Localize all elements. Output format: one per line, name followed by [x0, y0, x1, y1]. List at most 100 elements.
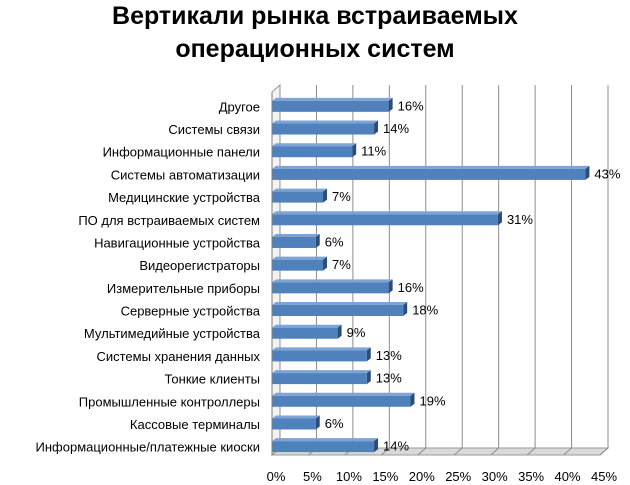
x-tick-label: 15% [372, 469, 398, 484]
bar-end [323, 188, 328, 203]
category-label: Серверные устройства [121, 304, 261, 319]
bar-end [315, 415, 320, 430]
x-tick-label: 40% [555, 469, 581, 484]
bar [272, 236, 316, 248]
category-label: Информационные панели [103, 145, 260, 160]
bar-top [272, 279, 393, 283]
bar-top [272, 211, 502, 215]
bar-end [337, 324, 342, 339]
bar [272, 146, 353, 158]
bar [272, 441, 375, 453]
floor-gridline-20 [417, 447, 427, 456]
category-label: Информационные/платежные киоски [36, 440, 260, 455]
floor-gridline-15 [381, 447, 390, 456]
bar [272, 259, 324, 271]
bar-end [497, 211, 502, 226]
floor-gridline-30 [490, 447, 499, 456]
bar-top [272, 256, 328, 260]
x-tick-label: 35% [518, 469, 544, 484]
floor-gridline-45 [599, 447, 609, 456]
category-label: Навигационные устройства [94, 235, 261, 250]
category-label: Мультимедийные устройства [84, 326, 261, 341]
category-label: Системы автоматизации [111, 167, 260, 182]
bar [272, 191, 324, 203]
bar [272, 350, 367, 362]
chart-title: Вертикали рынка встраиваемых операционны… [0, 0, 630, 66]
category-label: Измерительные приборы [107, 281, 260, 296]
bar-end [323, 256, 328, 271]
category-label: ПО для встраиваемых систем [78, 213, 260, 228]
category-label: Промышленные контроллеры [79, 394, 260, 409]
bar-top [272, 347, 371, 351]
bar-end [410, 392, 415, 407]
bar-top [272, 438, 379, 442]
bar-end [388, 97, 393, 112]
bar-top [272, 165, 590, 169]
bar-top [272, 143, 357, 147]
category-label: Видеорегистраторы [139, 258, 260, 273]
category-label: Медицинские устройства [108, 190, 261, 205]
category-label: Другое [219, 99, 260, 114]
x-tick-label: 0% [267, 469, 286, 484]
bar [272, 305, 404, 317]
category-label: Кассовые терминалы [130, 417, 260, 432]
bar-end [585, 165, 590, 180]
bar-top [272, 324, 342, 328]
x-tick-label: 20% [409, 469, 435, 484]
bar-top [272, 370, 371, 374]
bar [272, 395, 411, 407]
bar-top [272, 120, 379, 124]
data-label: 7% [332, 257, 351, 272]
x-tick-label: 5% [303, 469, 322, 484]
bar [272, 282, 389, 294]
data-label: 11% [361, 144, 386, 159]
data-label: 13% [376, 348, 402, 363]
bar [272, 123, 375, 135]
chart-title-line-2: операционных систем [175, 35, 455, 63]
bar [272, 100, 389, 112]
bar-end [374, 438, 379, 453]
data-label: 16% [398, 280, 424, 295]
bar-top [272, 233, 320, 237]
category-label: Системы хранения данных [96, 349, 260, 364]
bar-top [272, 97, 393, 101]
x-tick-label: 45% [591, 469, 617, 484]
floor-gridline-40 [563, 447, 572, 456]
data-label: 16% [398, 98, 424, 113]
floor-gridline-25 [453, 447, 463, 456]
chart-title-line-1: Вертикали рынка встраиваемых [112, 2, 518, 30]
bar-end [315, 233, 320, 248]
bar-end [352, 143, 357, 158]
data-label: 31% [507, 212, 533, 227]
data-label: 6% [325, 234, 344, 249]
category-label: Системы связи [168, 122, 260, 137]
bar-top [272, 392, 415, 396]
bar-end [374, 120, 379, 135]
data-label: 9% [347, 325, 366, 340]
x-tick-label: 10% [336, 469, 362, 484]
bar [272, 214, 498, 226]
data-label: 7% [332, 189, 351, 204]
bar-top [272, 188, 328, 192]
bar-top [272, 415, 320, 419]
data-label: 18% [412, 303, 438, 318]
bar-end [366, 370, 371, 385]
bar-end [388, 279, 393, 294]
data-label: 43% [594, 166, 620, 181]
bar [272, 418, 316, 430]
bar-end [403, 302, 408, 317]
data-label: 14% [383, 121, 409, 136]
bar [272, 168, 586, 180]
floor-gridline-35 [526, 447, 536, 456]
data-label: 6% [325, 416, 344, 431]
bar-end [366, 347, 371, 362]
x-tick-label: 30% [482, 469, 508, 484]
data-label: 13% [376, 371, 402, 386]
category-label: Тонкие клиенты [164, 372, 260, 387]
bar-top [272, 302, 408, 306]
data-label: 19% [419, 393, 445, 408]
bar [272, 373, 367, 385]
data-label: 14% [383, 439, 409, 454]
x-tick-label: 25% [445, 469, 471, 484]
